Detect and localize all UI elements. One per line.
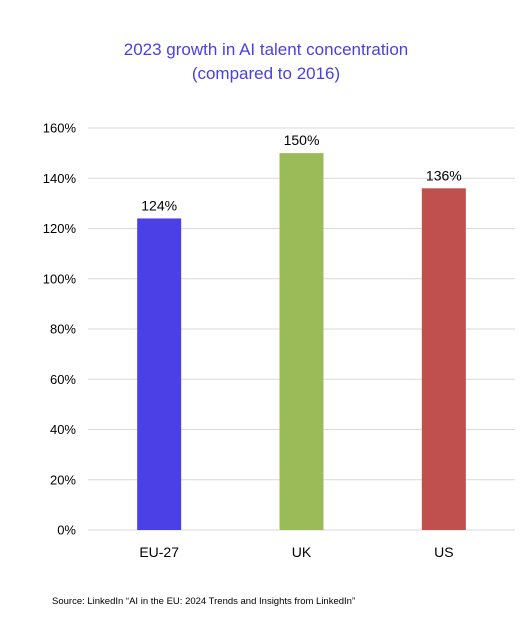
y-tick-label: 140% (43, 171, 77, 186)
data-label: 150% (284, 132, 320, 148)
data-label: 124% (141, 197, 177, 213)
category-label: EU-27 (139, 544, 179, 560)
y-tick-label: 20% (50, 472, 76, 487)
x-axis-category-labels: EU-27 UK US (139, 544, 453, 560)
y-axis-tick-labels: 0% 20% 40% 60% 80% 100% 120% 140% 160% (43, 121, 77, 538)
data-label: 136% (426, 167, 462, 183)
y-tick-label: 100% (43, 271, 77, 286)
category-label: UK (292, 544, 312, 560)
y-tick-label: 80% (50, 322, 76, 337)
y-tick-label: 40% (50, 422, 76, 437)
y-tick-label: 160% (43, 121, 77, 136)
y-tick-label: 60% (50, 372, 76, 387)
bar-eu-27 (137, 218, 182, 530)
category-label: US (434, 544, 453, 560)
bars (137, 153, 466, 531)
y-tick-label: 120% (43, 221, 77, 236)
source-note: Source: LinkedIn “AI in the EU: 2024 Tre… (52, 596, 355, 607)
chart-subtitle: (compared to 2016) (192, 64, 340, 83)
bar-uk (279, 153, 324, 530)
chart-title: 2023 growth in AI talent concentration (124, 40, 408, 59)
data-labels: 124% 150% 136% (141, 132, 461, 213)
y-tick-label: 0% (57, 523, 76, 538)
bar-us (421, 188, 466, 531)
